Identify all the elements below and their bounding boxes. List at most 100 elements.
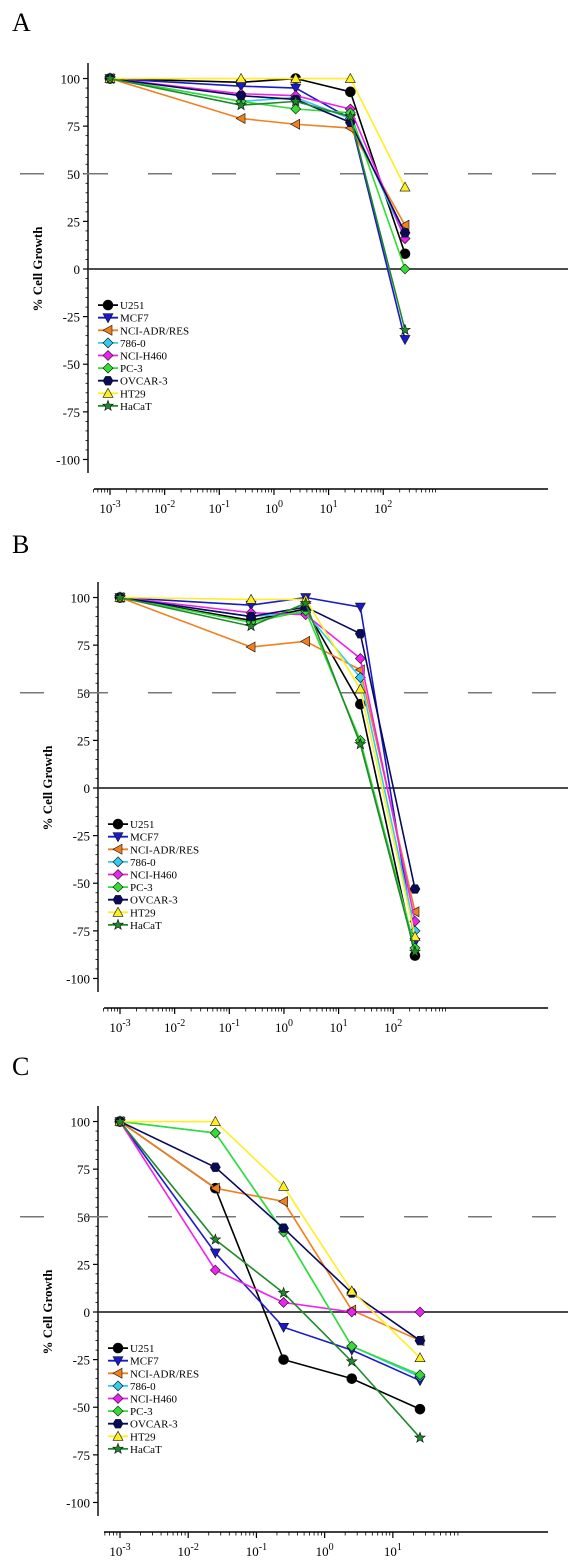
series-line: [119, 596, 416, 937]
series-line: [120, 1120, 421, 1359]
chart-c: -100 -75 -50 -25 0 25 50 75 100 10-3 10-2 10-1 100 10…: [20, 1106, 568, 1559]
chart-a: -100 -75 -50 -25 0 25 50 75 100 10-3 10-2 10-1 100 10…: [20, 63, 568, 516]
legend: U251MCF7NCI-ADR/RES786-0NCI-H460PC-3OVCA…: [108, 1342, 199, 1456]
legend-label: NCI-ADR/RES: [120, 325, 189, 337]
legend-marker: [102, 324, 113, 336]
data-point: [244, 619, 258, 632]
y-tick-label: 50: [77, 1210, 90, 1225]
data-point: [290, 118, 300, 130]
legend-marker: [102, 337, 114, 349]
y-tick-label: 0: [84, 781, 91, 796]
data-point: [300, 635, 310, 647]
y-tick-label: -100: [66, 971, 90, 986]
y-axis-title: % Cell Growth: [40, 745, 55, 831]
legend-marker: [112, 906, 124, 917]
data-point: [399, 263, 411, 275]
legend-marker: [112, 1367, 123, 1379]
series-786-0: [114, 592, 421, 937]
data-point: [113, 591, 127, 603]
data-point: [414, 1352, 426, 1363]
legend-marker: [112, 869, 124, 880]
y-tick-label: 75: [77, 1162, 90, 1177]
legend-label: MCF7: [130, 832, 159, 844]
panel-label: B: [12, 530, 30, 559]
data-point: [290, 72, 302, 83]
series-line: [119, 1120, 421, 1378]
legend-label: NCI-H460: [130, 869, 178, 881]
x-tick-label: 100: [275, 1018, 293, 1035]
data-point: [354, 737, 367, 750]
data-point: [354, 653, 366, 664]
legend-label: 786-0: [120, 338, 146, 350]
legend-marker: [102, 350, 114, 361]
legend-marker: [112, 895, 124, 905]
data-point: [278, 1297, 289, 1308]
series-line: [119, 1121, 421, 1382]
x-tick-label: 101: [330, 1018, 348, 1035]
data-point: [409, 906, 420, 918]
data-point: [278, 1322, 290, 1333]
legend-label: OVCAR-3: [120, 376, 168, 388]
y-tick-label: -50: [63, 357, 80, 372]
series-hacat: [103, 72, 412, 336]
series-line: [119, 1120, 421, 1410]
x-tick-label: 10-3: [109, 1018, 130, 1035]
chart-b: -100 -75 -50 -25 0 25 50 75 100 10-3 10-2 10-1 100 10…: [20, 582, 568, 1035]
legend-marker: [101, 399, 115, 412]
data-point: [103, 72, 117, 84]
data-point: [346, 1306, 358, 1318]
legend-label: PC-3: [130, 1406, 153, 1418]
series-786-0: [104, 73, 411, 244]
y-tick-label: -50: [73, 876, 90, 891]
data-point: [209, 1127, 221, 1139]
data-point: [399, 181, 411, 192]
y-tick-label: 75: [77, 638, 90, 653]
legend-marker: [112, 818, 124, 830]
data-point: [414, 1369, 426, 1381]
data-point: [290, 83, 302, 94]
data-point: [399, 335, 411, 346]
data-point: [408, 945, 422, 957]
data-point: [409, 930, 421, 941]
data-point: [413, 1431, 427, 1443]
data-point: [210, 1162, 221, 1172]
data-point: [277, 1196, 288, 1208]
series-nci-h460: [104, 73, 411, 244]
y-tick-label: 100: [61, 72, 81, 87]
y-axis-title: % Cell Growth: [40, 1269, 55, 1355]
data-point: [409, 884, 421, 894]
data-point: [354, 683, 366, 694]
data-point: [414, 1335, 426, 1346]
panel-a: A -100 -75 -50 -25 0 25 50 75 100 10-3 10-2 10-1 100…: [0, 0, 568, 522]
legend-marker: [111, 1442, 125, 1455]
legend-label: HaCaT: [120, 401, 152, 413]
series-line: [109, 77, 406, 340]
legend-label: HaCaT: [130, 920, 162, 932]
legend-marker: [112, 843, 123, 855]
legend-marker: [112, 1342, 124, 1354]
data-point: [209, 1248, 221, 1259]
data-point: [113, 1115, 127, 1127]
data-point: [278, 1223, 289, 1233]
series-nci-adr-res: [114, 592, 420, 918]
data-point: [344, 110, 357, 122]
y-tick-label: -100: [66, 1495, 90, 1510]
data-point: [235, 91, 247, 101]
series-mcf7: [104, 74, 411, 346]
x-tick-label: 10-1: [246, 1542, 267, 1559]
legend-label: HT29: [130, 907, 156, 919]
series-line: [119, 1120, 421, 1376]
x-tick-label: 10-1: [209, 499, 230, 516]
panel-label: C: [12, 1052, 30, 1081]
data-point: [209, 1233, 222, 1245]
legend-label: PC-3: [120, 363, 143, 375]
y-tick-label: 100: [71, 591, 91, 606]
legend-marker: [112, 1430, 124, 1441]
legend-marker: [112, 856, 124, 868]
y-tick-label: 100: [71, 1115, 91, 1130]
legend: U251MCF7NCI-ADR/RES786-0NCI-H460PC-3OVCA…: [98, 299, 189, 413]
x-tick-label: 10-3: [109, 1542, 130, 1559]
data-point: [344, 72, 356, 83]
legend: U251MCF7NCI-ADR/RES786-0NCI-H460PC-3OVCA…: [108, 818, 199, 932]
data-point: [345, 86, 356, 98]
